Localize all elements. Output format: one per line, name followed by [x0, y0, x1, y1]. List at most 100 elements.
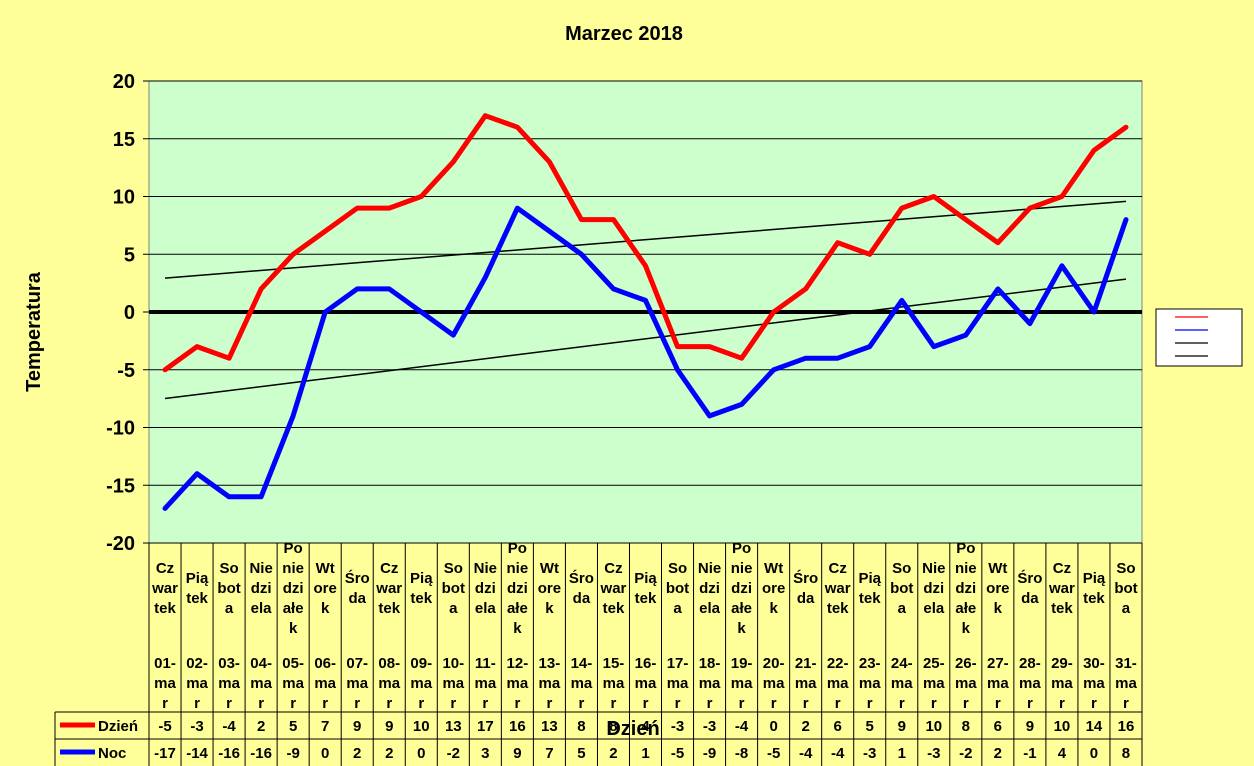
- category-date-label: r: [963, 695, 969, 712]
- table-cell-value: 14: [1086, 718, 1103, 735]
- series-point: [1028, 322, 1032, 326]
- category-date-label: 06-: [314, 655, 336, 672]
- category-date-label: 16-: [635, 655, 657, 672]
- series-point: [932, 345, 936, 349]
- category-date-label: 31-: [1115, 655, 1137, 672]
- series-point: [996, 241, 1000, 245]
- data-table: Czwartek01-marPiątek02-marSobota03-marNi…: [54, 540, 1143, 766]
- series-point: [355, 287, 359, 291]
- series-point: [579, 218, 583, 222]
- table-cell-value: -4: [831, 745, 845, 762]
- category-weekday-label: Po: [956, 540, 975, 557]
- category-date-label: ma: [282, 675, 304, 692]
- category-weekday-label: ałe: [283, 600, 304, 617]
- series-point: [740, 402, 744, 406]
- category-date-label: ma: [186, 675, 208, 692]
- category-weekday-label: ore: [986, 580, 1009, 597]
- category-weekday-label: Nie: [922, 560, 945, 577]
- series-point: [868, 252, 872, 256]
- table-cell-value: -9: [286, 745, 299, 762]
- y-tick-label: -15: [106, 475, 135, 497]
- series-point: [483, 114, 487, 118]
- category-date-label: r: [226, 695, 232, 712]
- category-date-label: 14-: [571, 655, 593, 672]
- category-date-label: ma: [154, 675, 176, 692]
- table-cell-value: -4: [799, 745, 813, 762]
- category-weekday-label: k: [962, 620, 971, 637]
- series-point: [836, 356, 840, 360]
- category-date-label: ma: [314, 675, 336, 692]
- category-weekday-label: Pią: [410, 570, 433, 587]
- category-weekday-label: dzi: [923, 580, 944, 597]
- series-point: [419, 310, 423, 314]
- series-point: [259, 287, 263, 291]
- table-cell-value: 6: [834, 718, 842, 735]
- series-point: [195, 345, 199, 349]
- series-point: [483, 275, 487, 279]
- category-weekday-label: So: [219, 560, 238, 577]
- category-date-label: r: [899, 695, 905, 712]
- series-point: [900, 298, 904, 302]
- series-point: [1124, 218, 1128, 222]
- table-cell-value: 2: [385, 745, 393, 762]
- category-weekday-label: bot: [442, 580, 465, 597]
- category-date-label: ma: [1019, 675, 1041, 692]
- category-date-label: 18-: [699, 655, 721, 672]
- category-date-label: 11-: [475, 655, 496, 672]
- category-date-label: ma: [1051, 675, 1073, 692]
- table-cell-value: 4: [1058, 745, 1067, 762]
- category-weekday-label: a: [673, 600, 682, 617]
- category-date-label: ma: [795, 675, 817, 692]
- series-point: [227, 356, 231, 360]
- table-cell-value: -3: [927, 745, 940, 762]
- category-date-label: ma: [603, 675, 625, 692]
- category-weekday-label: Pią: [858, 570, 881, 587]
- category-date-label: 20-: [763, 655, 785, 672]
- table-cell-value: -2: [959, 745, 972, 762]
- series-point: [579, 252, 583, 256]
- series-point: [163, 506, 167, 510]
- table-cell-value: 9: [898, 718, 906, 735]
- x-axis-label: Dzień: [606, 718, 659, 740]
- y-tick-label: -10: [106, 418, 135, 440]
- category-date-label: ma: [635, 675, 657, 692]
- series-point: [547, 229, 551, 233]
- category-date-label: r: [514, 695, 520, 712]
- category-date-label: ma: [827, 675, 849, 692]
- table-cell-value: 0: [321, 745, 329, 762]
- category-weekday-label: war: [600, 580, 627, 597]
- table-cell-value: 4: [641, 718, 650, 735]
- category-date-label: r: [803, 695, 809, 712]
- trendline: [164, 200, 1127, 279]
- category-date-label: 24-: [891, 655, 913, 672]
- category-date-label: r: [194, 695, 200, 712]
- series-point: [1028, 206, 1032, 210]
- category-date-label: 04-: [250, 655, 272, 672]
- series-point: [964, 333, 968, 337]
- category-weekday-label: a: [449, 600, 458, 617]
- category-weekday-label: war: [1048, 580, 1075, 597]
- category-weekday-label: Pią: [186, 570, 209, 587]
- category-weekday-label: dzi: [251, 580, 272, 597]
- category-weekday-label: Po: [732, 540, 751, 557]
- series-point: [163, 368, 167, 372]
- category-date-label: 19-: [731, 655, 753, 672]
- table-cell-value: 8: [609, 718, 617, 735]
- category-date-label: 15-: [603, 655, 625, 672]
- category-weekday-label: k: [994, 600, 1003, 617]
- category-date-label: r: [418, 695, 424, 712]
- table-cell-value: 5: [577, 745, 585, 762]
- series-point: [996, 287, 1000, 291]
- category-date-label: 09-: [410, 655, 432, 672]
- category-weekday-label: ela: [475, 600, 497, 617]
- table-cell-value: -5: [671, 745, 684, 762]
- plot-area: 20 15 10 5 0 -5 -10 -15 -20: [106, 71, 1143, 555]
- category-date-label: 13-: [539, 655, 561, 672]
- table-cell-value: 8: [962, 718, 970, 735]
- category-weekday-label: war: [824, 580, 851, 597]
- category-weekday-label: So: [444, 560, 463, 577]
- category-weekday-label: Nie: [474, 560, 497, 577]
- category-date-label: r: [1059, 695, 1065, 712]
- category-date-label: ma: [250, 675, 272, 692]
